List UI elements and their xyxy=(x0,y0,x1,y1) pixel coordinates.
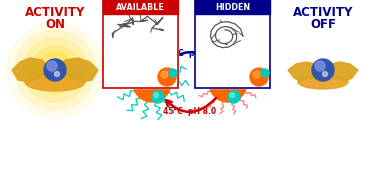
Circle shape xyxy=(158,68,176,86)
Bar xyxy=(195,14,270,88)
Polygon shape xyxy=(288,62,320,81)
Circle shape xyxy=(7,22,103,118)
Bar xyxy=(103,0,178,14)
Circle shape xyxy=(250,68,268,86)
Circle shape xyxy=(253,71,260,78)
Bar xyxy=(103,0,178,88)
FancyArrowPatch shape xyxy=(164,52,214,66)
Circle shape xyxy=(315,61,325,71)
Circle shape xyxy=(322,72,327,77)
Polygon shape xyxy=(60,58,98,82)
Circle shape xyxy=(161,71,168,78)
Circle shape xyxy=(217,72,228,83)
Circle shape xyxy=(169,69,177,77)
Circle shape xyxy=(44,59,66,81)
Text: 45°C  pH 8.0: 45°C pH 8.0 xyxy=(163,106,217,116)
Circle shape xyxy=(312,59,334,81)
Circle shape xyxy=(54,72,59,77)
Circle shape xyxy=(47,61,57,71)
Text: ACTIVITY: ACTIVITY xyxy=(293,6,353,19)
Circle shape xyxy=(133,64,171,102)
Text: ON: ON xyxy=(45,18,65,31)
Circle shape xyxy=(154,93,159,98)
Circle shape xyxy=(209,64,247,102)
Circle shape xyxy=(261,69,269,77)
Text: AVAILABLE: AVAILABLE xyxy=(116,2,165,12)
FancyArrowPatch shape xyxy=(166,98,216,112)
Circle shape xyxy=(152,91,164,103)
Ellipse shape xyxy=(25,73,85,91)
Bar xyxy=(195,0,270,14)
Bar xyxy=(103,14,178,88)
Circle shape xyxy=(23,38,87,102)
Circle shape xyxy=(228,91,240,103)
Circle shape xyxy=(15,30,95,110)
Text: 25°C  pH 5.0: 25°C pH 5.0 xyxy=(164,48,217,57)
Circle shape xyxy=(37,52,73,88)
Text: ACTIVITY: ACTIVITY xyxy=(25,6,85,19)
Ellipse shape xyxy=(298,75,348,89)
Polygon shape xyxy=(12,58,48,82)
Circle shape xyxy=(31,46,79,94)
Text: OFF: OFF xyxy=(310,18,336,31)
Bar xyxy=(195,0,270,88)
Polygon shape xyxy=(326,62,358,81)
Text: HIDDEN: HIDDEN xyxy=(215,2,250,12)
Circle shape xyxy=(141,72,152,83)
Circle shape xyxy=(230,93,235,98)
